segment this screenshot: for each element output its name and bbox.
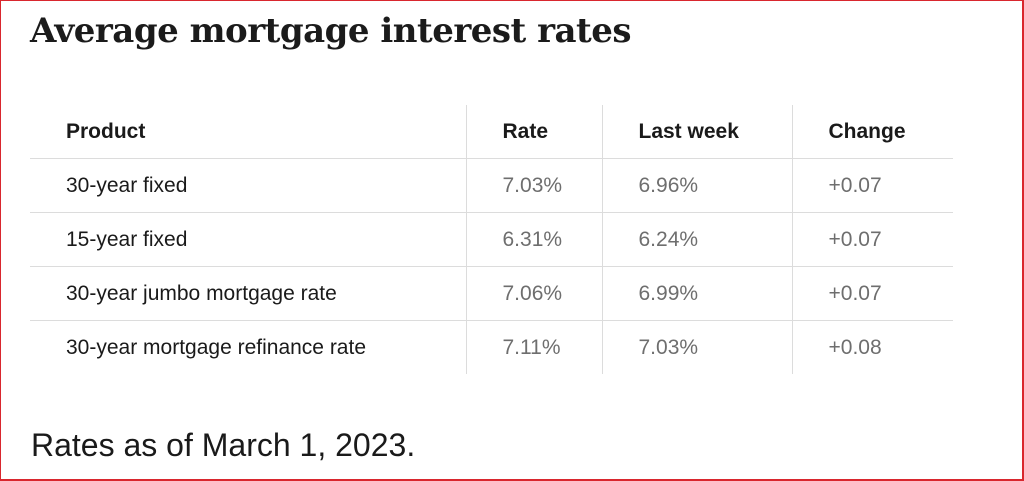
column-header-change: Change — [791, 105, 953, 159]
product-cell: 30-year jumbo mortgage rate — [30, 266, 466, 321]
last-week-cell: 7.03% — [601, 320, 792, 374]
table-row: 30-year fixed 7.03% 6.96% +0.07 — [30, 158, 953, 213]
change-cell: +0.08 — [791, 320, 953, 374]
change-cell: +0.07 — [791, 212, 953, 267]
column-header-product: Product — [30, 105, 466, 159]
column-header-last-week: Last week — [601, 105, 792, 159]
rate-cell: 7.11% — [465, 320, 602, 374]
rate-cell: 7.03% — [465, 158, 602, 213]
change-cell: +0.07 — [791, 158, 953, 213]
table-row: 30-year jumbo mortgage rate 7.06% 6.99% … — [30, 266, 953, 321]
product-cell: 30-year fixed — [30, 158, 466, 213]
column-header-rate: Rate — [465, 105, 602, 159]
table-row: 30-year mortgage refinance rate 7.11% 7.… — [30, 320, 953, 374]
rates-date-footnote: Rates as of March 1, 2023. — [31, 427, 416, 463]
rate-cell: 6.31% — [465, 212, 602, 267]
last-week-cell: 6.24% — [601, 212, 792, 267]
mortgage-rates-table: Product Rate Last week Change 30-year fi… — [30, 105, 953, 374]
change-cell: +0.07 — [791, 266, 953, 321]
page-title: Average mortgage interest rates — [30, 11, 632, 51]
product-cell: 30-year mortgage refinance rate — [66, 335, 366, 359]
last-week-cell: 6.96% — [601, 158, 792, 213]
table-header-row: Product Rate Last week Change — [30, 105, 953, 159]
product-cell: 15-year fixed — [30, 212, 466, 267]
last-week-cell: 6.99% — [601, 266, 792, 321]
rate-cell: 7.06% — [465, 266, 602, 321]
table-row: 15-year fixed 6.31% 6.24% +0.07 — [30, 212, 953, 267]
